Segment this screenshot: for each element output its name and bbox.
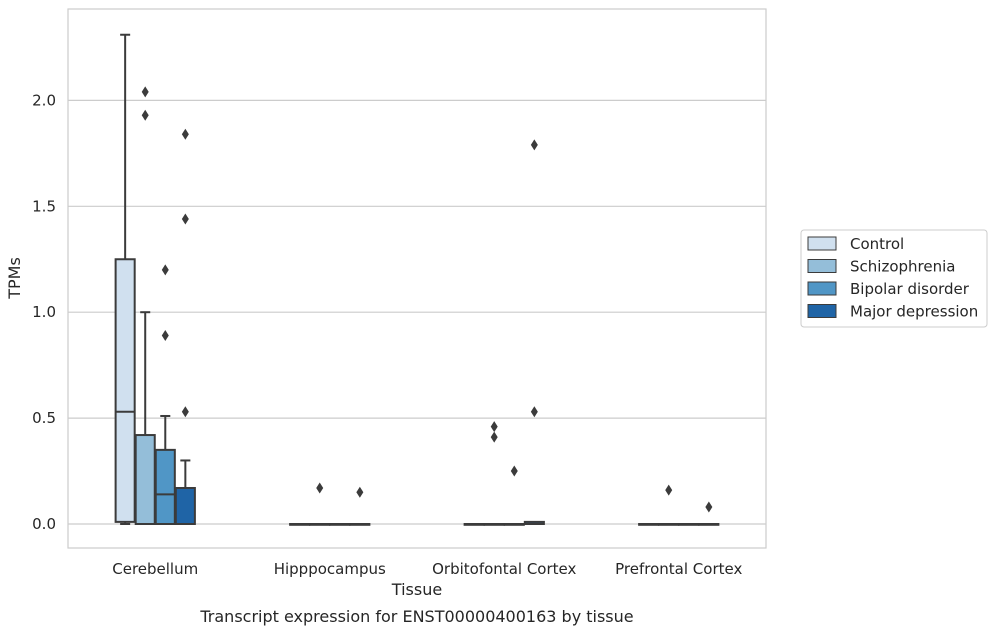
y-tick-label: 1.5 — [32, 197, 56, 215]
outlier-point — [181, 213, 189, 225]
plot-frame — [67, 8, 767, 549]
box-major-depression — [349, 486, 371, 526]
outlier-point — [161, 264, 169, 276]
box-bipolar-disorder — [154, 264, 176, 525]
legend-swatch — [807, 304, 837, 318]
outlier-point — [181, 406, 189, 418]
box-control — [638, 523, 660, 526]
y-tick-labels: 0.0 0.5 1.0 1.5 2.0 — [32, 91, 56, 533]
legend-swatch — [807, 281, 837, 296]
box-schizophrenia — [658, 484, 680, 526]
outlier-point — [141, 109, 149, 121]
box-control — [289, 523, 311, 526]
outlier-point — [490, 421, 498, 433]
outlier-point — [665, 484, 673, 496]
box-bipolar-disorder — [329, 523, 351, 526]
x-tick-label: Orbitofontal Cortex — [432, 560, 576, 578]
legend-label: Control — [850, 235, 904, 253]
box-major-depression — [698, 501, 720, 526]
y-tick-label: 1.0 — [32, 303, 56, 321]
x-tick-label: Hipppocampus — [274, 560, 386, 578]
outlier-point — [530, 139, 538, 151]
box-schizophrenia — [309, 482, 331, 526]
legend-label: Bipolar disorder — [850, 280, 970, 298]
box-major-depression — [523, 139, 545, 526]
legend-label: Schizophrenia — [850, 258, 955, 276]
box-schizophrenia — [134, 86, 156, 526]
outlier-point — [181, 128, 189, 140]
legend: Control Schizophrenia Bipolar disorder Majo… — [800, 229, 988, 328]
box-control — [463, 523, 485, 526]
box-bipolar-disorder — [503, 465, 525, 526]
legend-swatch — [807, 236, 837, 251]
legend-label: Major depression — [850, 303, 978, 321]
box-iqr — [114, 258, 136, 523]
x-axis-label: Tissue — [391, 580, 442, 599]
x-tick-label: Prefrontal Cortex — [615, 560, 742, 578]
legend-swatch — [807, 259, 837, 273]
outlier-point — [705, 501, 713, 513]
outlier-point — [161, 329, 169, 341]
x-tick-label: Cerebellum — [112, 560, 198, 578]
outlier-point — [530, 406, 538, 418]
box-bipolar-disorder — [678, 523, 700, 526]
outlier-point — [510, 465, 518, 477]
box-iqr — [174, 486, 196, 525]
box-iqr — [154, 448, 176, 525]
outlier-point — [356, 486, 364, 498]
box-major-depression — [174, 128, 196, 525]
outlier-point — [316, 482, 324, 494]
box-control — [114, 33, 136, 525]
legend-frame — [800, 229, 988, 328]
plot-area-background — [68, 9, 766, 548]
box-schizophrenia — [483, 421, 505, 526]
x-tick-labels: Cerebellum Hipppocampus Orbitofontal Corte… — [112, 560, 742, 578]
y-tick-label: 0.5 — [32, 409, 56, 427]
box-iqr — [134, 434, 156, 526]
boxes — [114, 33, 720, 526]
y-tick-label: 0.0 — [32, 515, 56, 533]
outlier-point — [141, 86, 149, 98]
chart-caption: Transcript expression for ENST0000040016… — [199, 607, 633, 626]
outlier-point — [490, 431, 498, 443]
y-axis-label: TPMs — [5, 257, 24, 300]
y-tick-label: 2.0 — [32, 91, 56, 109]
